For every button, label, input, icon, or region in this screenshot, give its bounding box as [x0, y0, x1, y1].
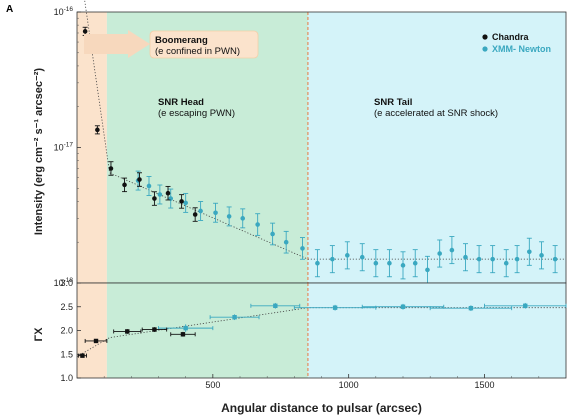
- y-tick-label: 1.5: [60, 349, 73, 359]
- point-chandra: [82, 29, 88, 34]
- y-tick-label: 10-18: [54, 277, 74, 288]
- point-xmm: [400, 304, 406, 309]
- snr-head-sublabel: (e escaping PWN): [158, 108, 235, 119]
- point-xmm: [146, 183, 152, 189]
- region-snr-tail: [307, 12, 566, 283]
- point-xmm: [514, 256, 520, 262]
- point-xmm: [332, 305, 338, 310]
- region-boomerang: [77, 12, 107, 283]
- y-tick-label: 3.0: [60, 278, 73, 288]
- point-chandra: [179, 199, 184, 204]
- boomerang-label-box: [149, 30, 259, 59]
- point-chandra: [137, 177, 142, 182]
- point-xmm: [300, 246, 305, 251]
- point-xmm: [226, 214, 232, 219]
- point-xmm: [503, 260, 509, 266]
- photon-index-panel: 1.0 1.5 2.0 2.5 3.0 500 1000 1500 ΓX Angular di…: [33, 278, 567, 415]
- region-boomerang: [77, 283, 107, 378]
- point-xmm: [437, 251, 442, 256]
- boomerang-label: Boomerang: [155, 35, 208, 46]
- y-tick-label: 2.5: [60, 302, 73, 312]
- point-xmm: [387, 260, 392, 266]
- intensity-points: [82, 26, 558, 284]
- index-fit-line: [76, 307, 566, 357]
- point-chandra: [152, 196, 157, 201]
- point-chandra: [93, 338, 99, 344]
- point-xmm: [476, 256, 482, 262]
- point-xmm: [523, 303, 528, 308]
- legend-marker-xmm: [482, 46, 488, 52]
- point-chandra: [122, 182, 127, 188]
- panel-label: A: [6, 4, 13, 15]
- x-tick-label: 1500: [474, 380, 494, 390]
- legend-label-chandra: Chandra: [492, 32, 530, 42]
- point-chandra: [152, 327, 157, 332]
- region-annotations: Boomerang (e confined in PWN) SNR Head (…: [84, 30, 498, 119]
- y-axis-label-index: ΓX: [33, 327, 45, 342]
- point-xmm: [468, 305, 474, 311]
- point-xmm: [240, 216, 246, 221]
- point-xmm: [449, 247, 455, 253]
- point-chandra: [165, 190, 171, 196]
- point-xmm: [198, 208, 203, 214]
- point-xmm: [539, 253, 544, 258]
- point-chandra: [80, 353, 85, 358]
- region-bands-bottom: [77, 283, 566, 378]
- point-xmm: [359, 254, 365, 260]
- snr-tail-sublabel: (e accelerated at SNR shock): [374, 108, 498, 119]
- point-xmm: [315, 260, 320, 266]
- point-xmm: [425, 267, 430, 273]
- x-tick-label: 1000: [339, 380, 359, 390]
- y-tick-label: 2.0: [60, 326, 73, 336]
- point-xmm: [490, 256, 495, 262]
- boomerang-arrow: [84, 30, 150, 58]
- point-xmm: [552, 256, 558, 262]
- snr-head-label: SNR Head: [158, 97, 204, 108]
- point-chandra: [125, 329, 130, 334]
- point-xmm: [412, 260, 418, 266]
- x-tick-label: 500: [205, 380, 220, 390]
- intensity-fit-line: [84, 0, 566, 260]
- boomerang-sublabel: (e confined in PWN): [155, 46, 240, 57]
- y-tick-label: 10-17: [54, 142, 74, 153]
- legend-label-xmm: XMM- Newton: [492, 44, 551, 54]
- x-axis-label: Angular distance to pulsar (arcsec): [221, 401, 422, 415]
- point-xmm: [157, 192, 163, 197]
- point-xmm: [330, 256, 335, 262]
- point-xmm: [345, 253, 350, 258]
- point-chandra: [180, 332, 186, 337]
- snr-tail-label: SNR Tail: [374, 97, 412, 108]
- point-chandra: [192, 212, 198, 217]
- y-tick-label: 10-16: [54, 6, 74, 17]
- legend-marker-chandra: [482, 34, 488, 40]
- point-xmm: [270, 231, 275, 237]
- point-xmm: [463, 254, 468, 260]
- point-chandra: [95, 127, 100, 133]
- point-chandra: [108, 166, 114, 171]
- point-xmm: [283, 239, 289, 245]
- point-xmm: [400, 263, 406, 268]
- point-xmm: [183, 325, 188, 331]
- index-fit: [76, 307, 566, 357]
- point-xmm: [232, 315, 237, 320]
- point-xmm: [273, 303, 278, 308]
- intensity-panel: 10-16 10-17 10-18 Boomerang (e confined in…: [33, 0, 567, 288]
- bottom-axes: 1.0 1.5 2.0 2.5 3.0 500 1000 1500: [60, 278, 567, 390]
- y-tick-label: 1.0: [60, 373, 73, 383]
- point-xmm: [213, 210, 218, 216]
- point-xmm: [183, 200, 188, 206]
- region-snr-head: [106, 283, 308, 378]
- y-axis-label-intensity: Intensity (erg cm⁻² s⁻¹ arcsec⁻²): [33, 68, 45, 236]
- legend: Chandra XMM- Newton: [482, 32, 551, 54]
- point-xmm: [373, 260, 379, 266]
- region-snr-tail: [307, 283, 566, 378]
- point-xmm: [527, 249, 532, 255]
- intensity-fit: [84, 0, 566, 260]
- point-xmm: [255, 222, 260, 227]
- index-points: [77, 302, 567, 358]
